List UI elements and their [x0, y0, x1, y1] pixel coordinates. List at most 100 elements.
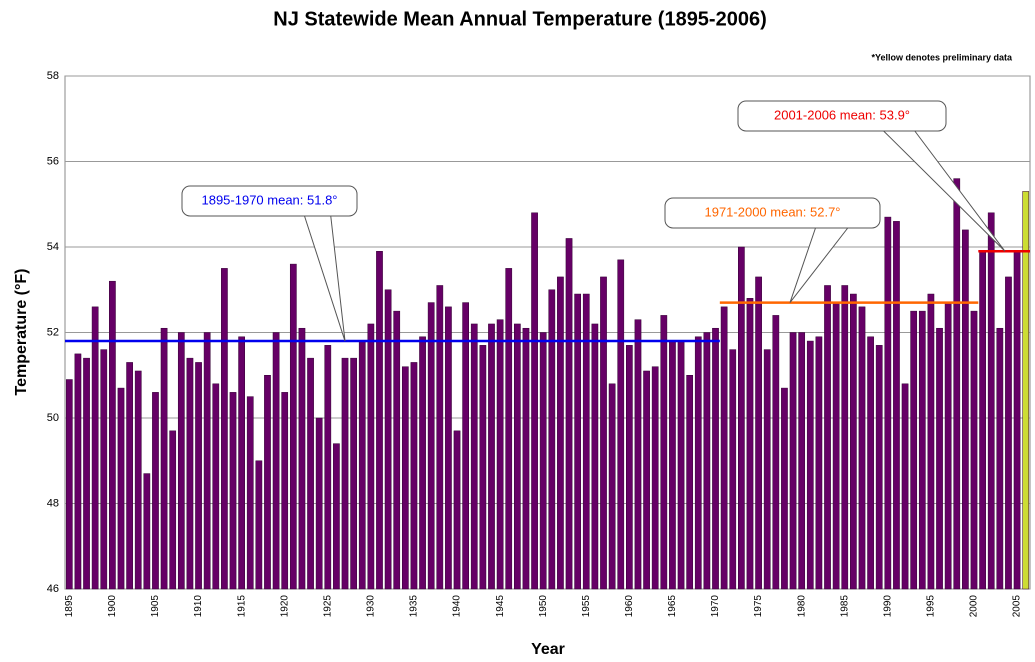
bar	[539, 332, 547, 590]
x-tick-label: 1940	[452, 595, 463, 618]
bar	[703, 332, 711, 590]
bar	[470, 323, 478, 590]
x-tick-label: 1935	[409, 595, 420, 618]
bar	[393, 310, 401, 590]
bar	[195, 362, 202, 590]
bar	[177, 332, 185, 590]
bar	[893, 221, 900, 590]
bar	[858, 306, 866, 590]
y-tick-label: 54	[47, 241, 59, 253]
bar	[203, 332, 211, 590]
bar	[1022, 191, 1030, 590]
bar	[341, 357, 349, 590]
y-tick-label: 52	[47, 326, 59, 338]
bar	[651, 366, 659, 590]
bar	[850, 293, 857, 590]
bar	[1005, 276, 1012, 590]
callout-box	[737, 100, 947, 132]
x-tick-label: 1915	[236, 595, 247, 618]
bar	[729, 349, 737, 590]
bar	[358, 340, 366, 590]
x-tick-label: 1980	[796, 595, 807, 618]
bar	[548, 289, 556, 590]
y-tick-label: 56	[47, 155, 59, 167]
bar	[531, 212, 538, 590]
callout-pointer	[304, 215, 346, 342]
bar	[83, 357, 90, 590]
x-tick-label: 1965	[667, 595, 678, 618]
bar	[91, 306, 99, 590]
bar	[910, 310, 918, 590]
x-tick-label: 1900	[107, 595, 118, 618]
bar	[608, 383, 616, 590]
bar	[238, 336, 245, 590]
x-tick-label: 1945	[495, 595, 506, 618]
bar	[798, 332, 806, 590]
bar	[74, 353, 82, 590]
x-tick-label: 1910	[193, 595, 204, 618]
bar	[970, 310, 978, 590]
bar	[117, 387, 125, 590]
bar	[100, 349, 108, 590]
bar	[246, 396, 254, 590]
y-tick-label: 50	[47, 412, 59, 424]
bar	[453, 430, 461, 590]
bar	[694, 336, 702, 590]
bar	[789, 332, 797, 590]
x-tick-label: 1990	[882, 595, 893, 618]
bar	[134, 370, 142, 590]
bar	[901, 383, 909, 590]
x-tick-label: 1930	[366, 595, 377, 618]
bar	[763, 349, 771, 590]
bar	[436, 285, 444, 590]
bar	[410, 362, 418, 590]
bar	[884, 216, 892, 590]
bar	[109, 280, 116, 590]
bar	[152, 392, 159, 590]
bar	[333, 443, 340, 590]
x-tick-label: 1955	[581, 595, 592, 618]
x-tick-label: 1985	[839, 595, 850, 618]
y-axis-label: Temperature (°F)	[13, 268, 30, 395]
x-axis-label: Year	[531, 641, 565, 658]
bar	[298, 327, 306, 590]
bar	[669, 340, 676, 590]
bar	[936, 327, 943, 590]
bar	[496, 319, 504, 590]
bar	[65, 379, 73, 590]
bar	[419, 336, 426, 590]
callout-pointer	[883, 130, 1006, 252]
x-tick-label: 1905	[150, 595, 161, 618]
bar	[376, 251, 383, 590]
x-tick-label: 1970	[710, 595, 721, 618]
bar	[281, 392, 289, 590]
bar	[307, 357, 314, 590]
bar	[867, 336, 874, 590]
bar	[643, 370, 650, 590]
bar	[445, 306, 452, 590]
bar	[427, 302, 435, 590]
x-tick-label: 1995	[926, 595, 937, 618]
x-tick-label: 1960	[624, 595, 635, 618]
y-tick-label: 48	[47, 497, 59, 509]
bar	[315, 417, 323, 590]
bar	[746, 298, 754, 590]
bar	[996, 327, 1004, 590]
y-tick-label: 58	[47, 70, 59, 82]
bar	[186, 357, 194, 590]
bar	[221, 268, 228, 590]
bar	[401, 366, 409, 590]
callout-pointer	[789, 227, 849, 303]
bar	[686, 375, 694, 590]
bar	[272, 332, 280, 590]
bar	[367, 323, 375, 590]
bar	[350, 357, 357, 590]
bar	[565, 238, 573, 590]
bar	[591, 323, 599, 590]
x-tick-label: 1950	[538, 595, 549, 618]
bar	[488, 323, 495, 590]
callout-label: 1895-1970 mean: 51.8°	[201, 192, 337, 207]
bar	[513, 323, 521, 590]
bar	[918, 310, 926, 590]
